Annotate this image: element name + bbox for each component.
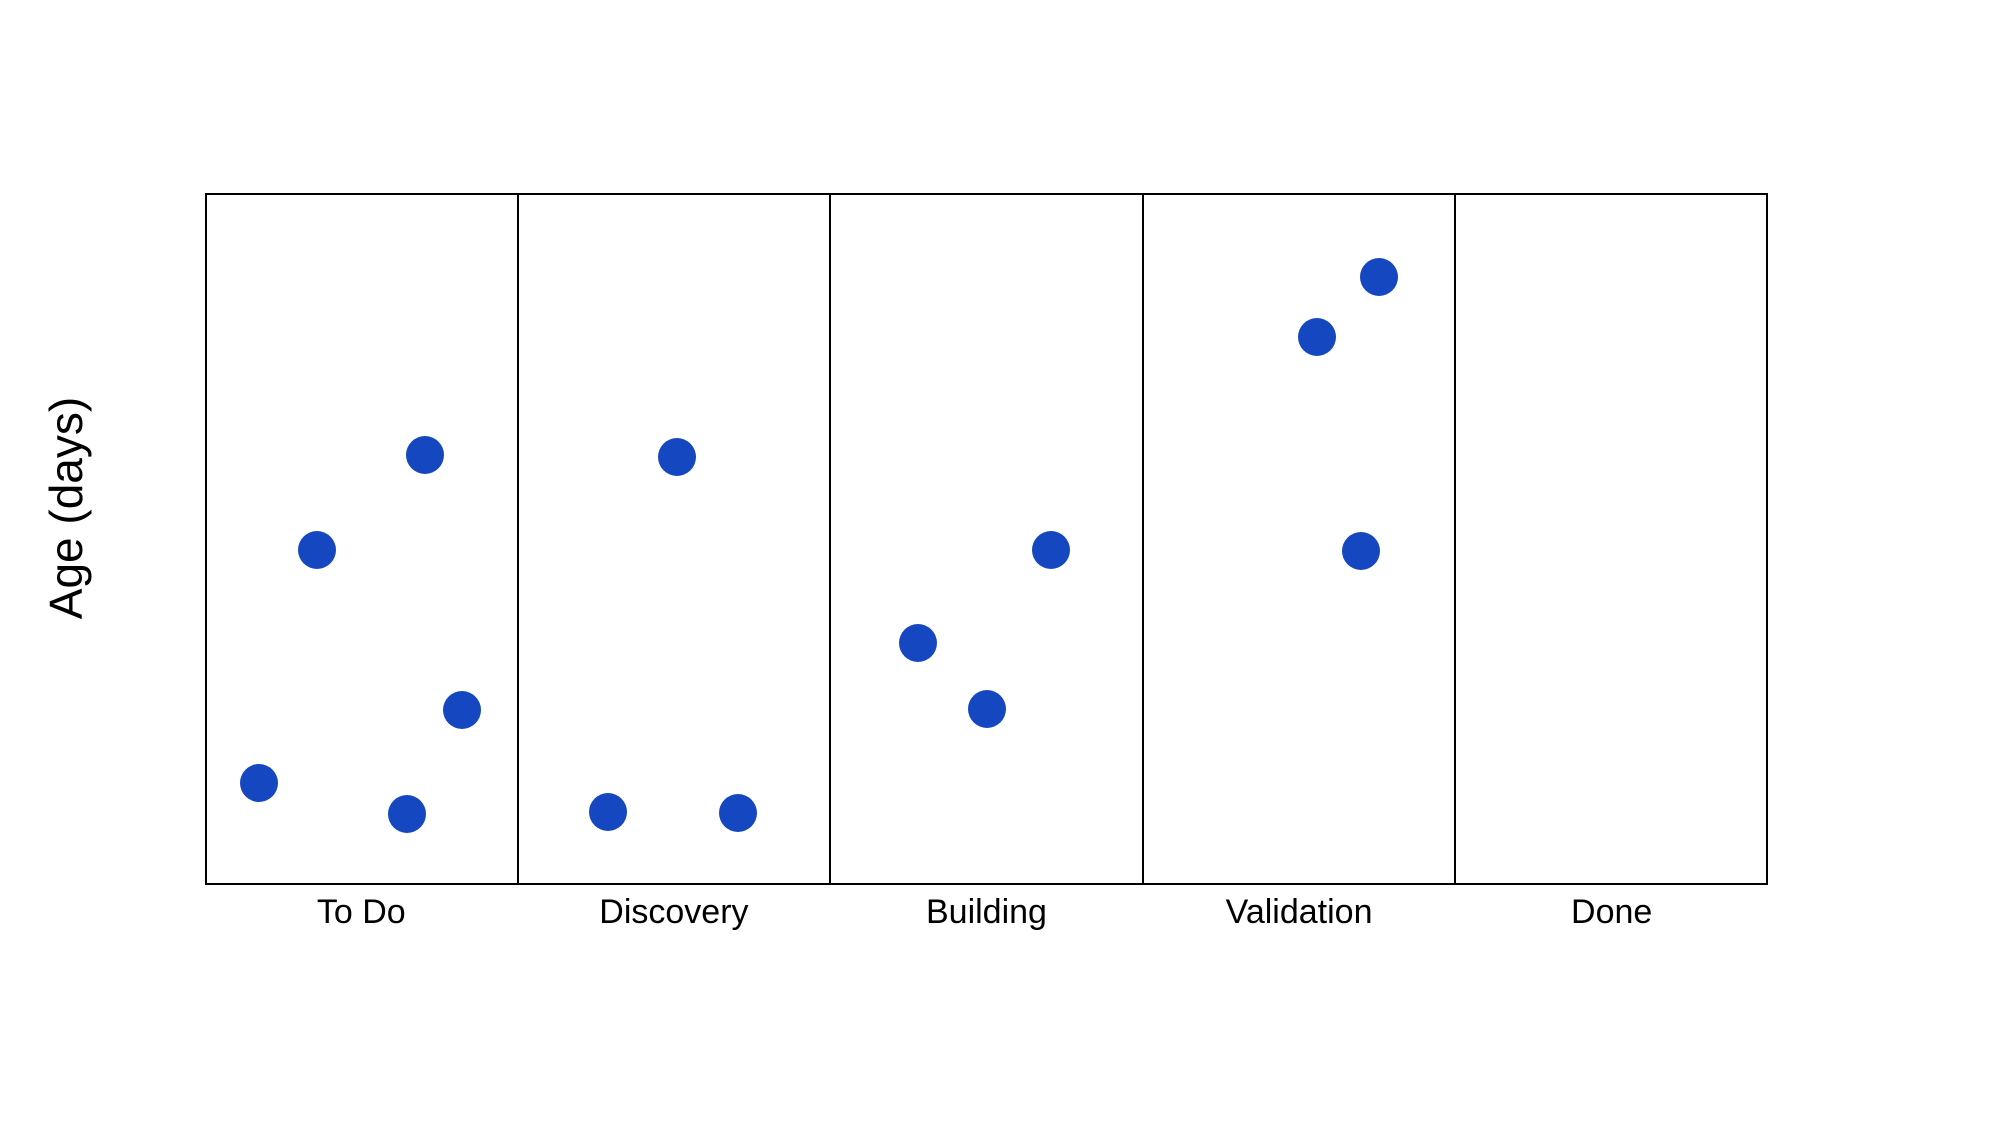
x-axis-labels: To Do Discovery Building Validation Done — [205, 893, 1768, 932]
column-done — [1456, 195, 1766, 883]
column-label-to-do: To Do — [316, 893, 406, 931]
y-axis-label: Age (days) — [40, 396, 92, 620]
column-label-building: Building — [925, 893, 1047, 931]
column-to-do — [207, 195, 520, 883]
plot-area — [205, 193, 1768, 885]
column-building — [831, 195, 1144, 883]
column-validation — [1144, 195, 1456, 883]
column-label-discovery: Discovery — [599, 893, 749, 931]
column-label-done: Done — [1571, 893, 1653, 931]
column-discovery — [519, 195, 832, 883]
column-label-validation: Validation — [1225, 893, 1373, 931]
